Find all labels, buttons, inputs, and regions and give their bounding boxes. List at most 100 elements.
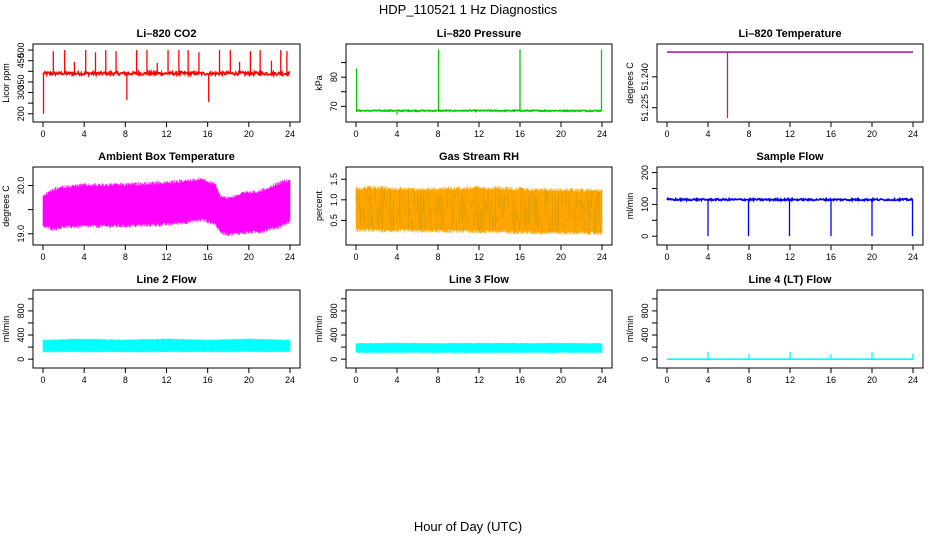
x-tick-label: 16 <box>826 129 836 139</box>
y-tick-label: 800 <box>329 303 339 318</box>
y-tick-label: 1.0 <box>329 194 339 207</box>
y-tick-label: 800 <box>640 303 650 318</box>
x-tick-label: 24 <box>908 252 918 262</box>
series-trace <box>355 108 603 113</box>
series-trace <box>42 68 291 79</box>
x-tick-label: 20 <box>867 252 877 262</box>
x-tick-label: 12 <box>785 375 795 385</box>
x-tick-label: 4 <box>394 252 399 262</box>
x-tick-label: 16 <box>826 375 836 385</box>
x-tick-label: 20 <box>244 252 254 262</box>
series-band <box>42 177 291 237</box>
figure-title: HDP_110521 1 Hz Diagnostics <box>379 2 558 17</box>
series-1 <box>42 50 291 114</box>
x-tick-label: 24 <box>285 375 295 385</box>
y-axis-label: ml/min <box>1 316 11 343</box>
y-tick-label: 0.5 <box>329 214 339 227</box>
plot-frame <box>656 43 924 123</box>
chart-panel-3: Li–820 Temperature degrees C 0 4 8 12 16 20 24 51… <box>625 28 924 139</box>
series-9 <box>667 351 914 360</box>
x-tick-label: 4 <box>82 129 87 139</box>
x-tick-label: 8 <box>123 375 128 385</box>
y-tick-label: 1.5 <box>329 173 339 186</box>
panel-title: Ambient Box Temperature <box>98 151 235 163</box>
y-tick-label: 0 <box>16 357 26 362</box>
x-tick-label: 24 <box>597 252 607 262</box>
y-axis-label: kPa <box>314 75 324 91</box>
x-tick-label: 20 <box>556 375 566 385</box>
x-tick-label: 8 <box>746 252 751 262</box>
x-tick-label: 12 <box>785 252 795 262</box>
x-tick-label: 20 <box>244 129 254 139</box>
x-tick-label: 24 <box>908 375 918 385</box>
x-tick-label: 8 <box>435 252 440 262</box>
panel-title: Li–820 CO2 <box>137 28 197 40</box>
y-tick-label: 51.225 <box>640 94 650 122</box>
x-tick-label: 0 <box>664 252 669 262</box>
series-3 <box>667 51 913 118</box>
chart-panel-8: Line 3 Flow ml/min 0 4 8 12 16 20 24 0 400 800 <box>314 274 613 385</box>
panel-title: Line 4 (LT) Flow <box>749 274 832 286</box>
x-tick-label: 24 <box>597 375 607 385</box>
series-6 <box>666 196 914 237</box>
y-axis-label: degrees C <box>625 62 635 104</box>
x-tick-label: 0 <box>353 252 358 262</box>
x-tick-label: 0 <box>664 375 669 385</box>
chart-panel-9: Line 4 (LT) Flow ml/min 0 4 8 12 16 20 24 0 400 800 <box>625 274 924 385</box>
chart-panel-5: Gas Stream RH percent 0 4 8 12 16 20 24 0.5 1.0 1.5 <box>314 151 613 262</box>
y-tick-label: 400 <box>329 328 339 343</box>
x-tick-label: 24 <box>285 129 295 139</box>
y-axis-label: ml/min <box>625 316 635 343</box>
x-tick-label: 20 <box>556 129 566 139</box>
y-tick-label: 19.0 <box>16 225 26 243</box>
y-axis-label: degrees C <box>1 185 11 227</box>
y-tick-label: 0 <box>640 234 650 239</box>
y-tick-label: 80 <box>329 72 339 82</box>
x-tick-label: 16 <box>203 129 213 139</box>
y-axis-label: ml/min <box>314 316 324 343</box>
y-tick-label: 500 <box>16 43 26 58</box>
panel-title: Line 3 Flow <box>449 274 509 286</box>
x-tick-label: 12 <box>785 129 795 139</box>
x-tick-label: 24 <box>908 129 918 139</box>
plot-frame <box>32 289 301 369</box>
x-tick-label: 12 <box>474 375 484 385</box>
x-tick-label: 16 <box>515 252 525 262</box>
x-tick-label: 0 <box>40 252 45 262</box>
y-tick-label: 0 <box>640 357 650 362</box>
x-tick-label: 8 <box>435 129 440 139</box>
x-tick-label: 4 <box>82 252 87 262</box>
x-tick-label: 8 <box>123 252 128 262</box>
x-tick-label: 12 <box>474 252 484 262</box>
x-tick-label: 16 <box>826 252 836 262</box>
series-2 <box>355 49 603 115</box>
series-band-overlay <box>355 186 603 235</box>
chart-panel-4: Ambient Box Temperature degrees C 0 4 8 12 16 2… <box>1 151 301 262</box>
x-tick-label: 20 <box>244 375 254 385</box>
x-tick-label: 24 <box>285 252 295 262</box>
y-axis-label: Licor ppm <box>1 63 11 103</box>
x-tick-label: 4 <box>705 375 710 385</box>
x-tick-label: 0 <box>40 129 45 139</box>
x-tick-label: 12 <box>161 129 171 139</box>
y-tick-label: 800 <box>16 303 26 318</box>
y-tick-label: 100 <box>640 197 650 212</box>
y-axis-label: ml/min <box>625 193 635 220</box>
x-tick-label: 20 <box>867 129 877 139</box>
chart-panel-7: Line 2 Flow ml/min 0 4 8 12 16 20 24 0 400 800 <box>1 274 301 385</box>
x-tick-label: 0 <box>40 375 45 385</box>
panel-title: Li–820 Temperature <box>738 28 841 40</box>
x-tick-label: 12 <box>161 375 171 385</box>
chart-panel-6: Sample Flow ml/min 0 4 8 12 16 20 24 0 100 200 <box>625 151 924 262</box>
y-tick-label: 70 <box>329 101 339 111</box>
panel-title: Sample Flow <box>756 151 824 163</box>
x-tick-label: 4 <box>705 252 710 262</box>
x-tick-label: 8 <box>746 129 751 139</box>
y-tick-label: 200 <box>640 165 650 180</box>
panel-title: Gas Stream RH <box>439 151 519 163</box>
x-tick-label: 20 <box>867 375 877 385</box>
x-tick-label: 0 <box>664 129 669 139</box>
y-tick-label: 51.240 <box>640 63 650 91</box>
y-tick-label: 400 <box>16 328 26 343</box>
